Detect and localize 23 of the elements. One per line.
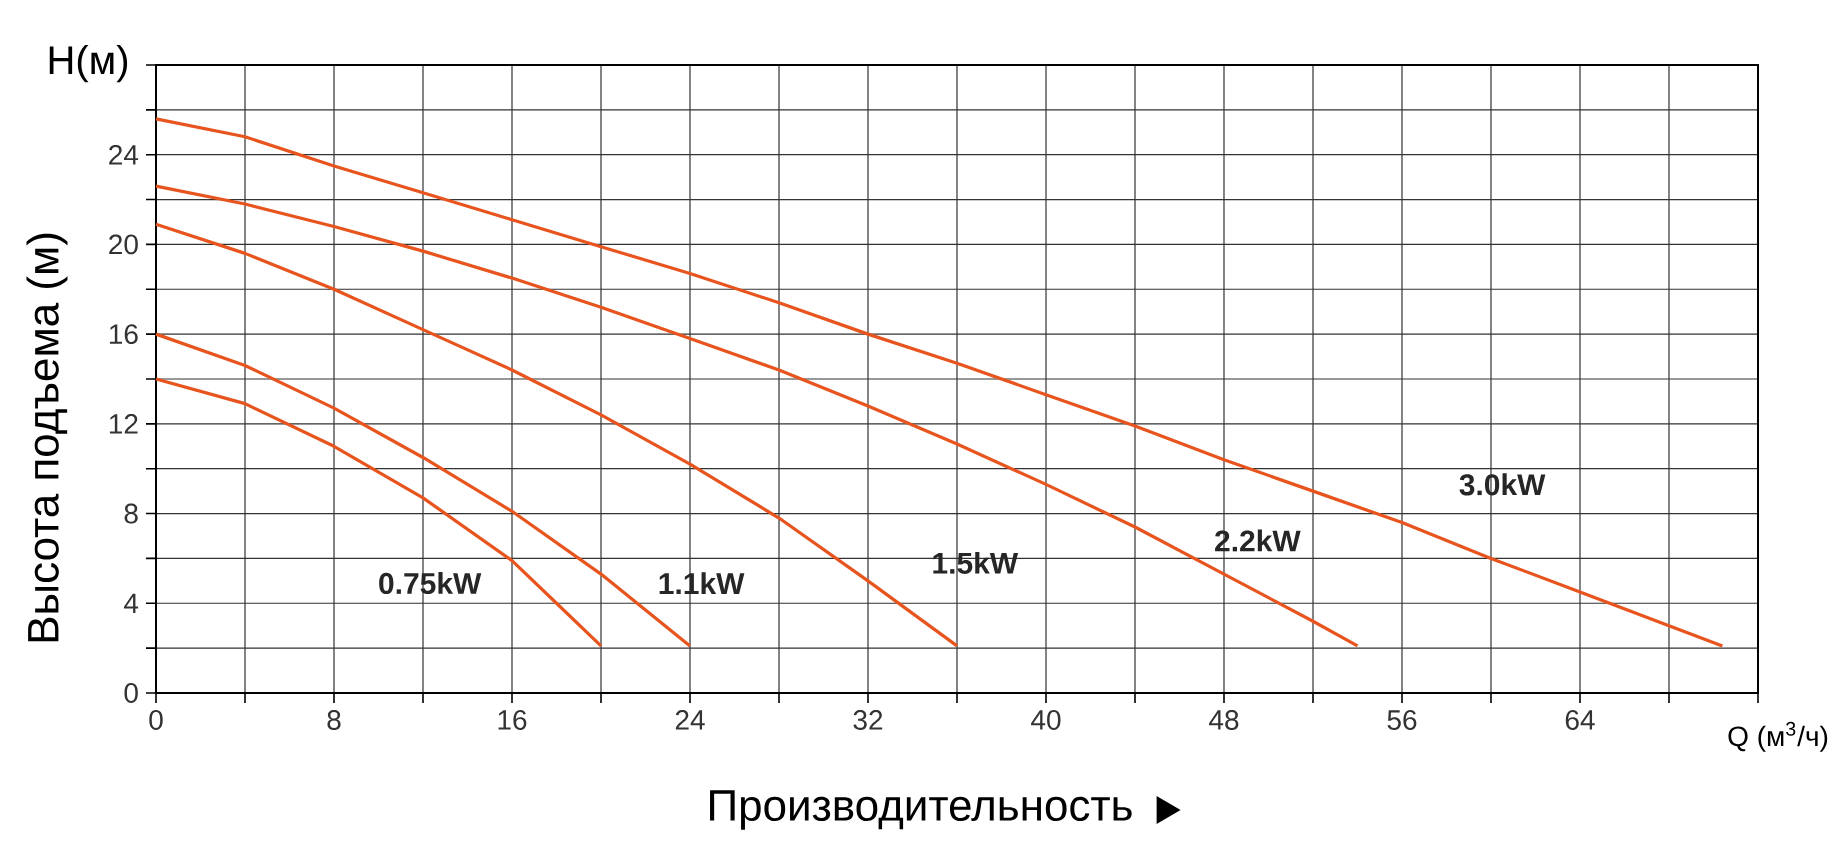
line-series xyxy=(154,377,603,648)
x-tick-label: 16 xyxy=(498,710,527,730)
x-axis-title: Производительность xyxy=(710,790,1132,830)
y-axis-title: Высота подъема (м) xyxy=(26,233,68,642)
x-tick-label: 40 xyxy=(1031,710,1061,730)
y-tick-label: 0 xyxy=(124,683,138,703)
text: H(м) xyxy=(49,45,128,83)
y-tick-label: 24 xyxy=(109,144,139,165)
x-tick-label: 8 xyxy=(327,710,341,730)
x-tick-label: 48 xyxy=(1209,710,1239,730)
x-tick-label: 0 xyxy=(149,710,163,730)
y-tick-label: 16 xyxy=(109,324,138,345)
y-tick-label: 8 xyxy=(124,503,138,524)
line-series xyxy=(154,184,1360,648)
line-series xyxy=(154,117,1724,648)
x-tick-label: 56 xyxy=(1387,710,1417,730)
y-tick-label: 12 xyxy=(109,414,138,434)
x-tick-label: 24 xyxy=(675,710,705,730)
y-tick-label: 20 xyxy=(109,234,138,255)
text: Q (м$^{3}$/ч) xyxy=(1728,721,1828,752)
x-tick-label: 32 xyxy=(853,710,883,730)
x-tick-label: 64 xyxy=(1565,710,1595,730)
y-tick-label: 4 xyxy=(123,593,139,613)
